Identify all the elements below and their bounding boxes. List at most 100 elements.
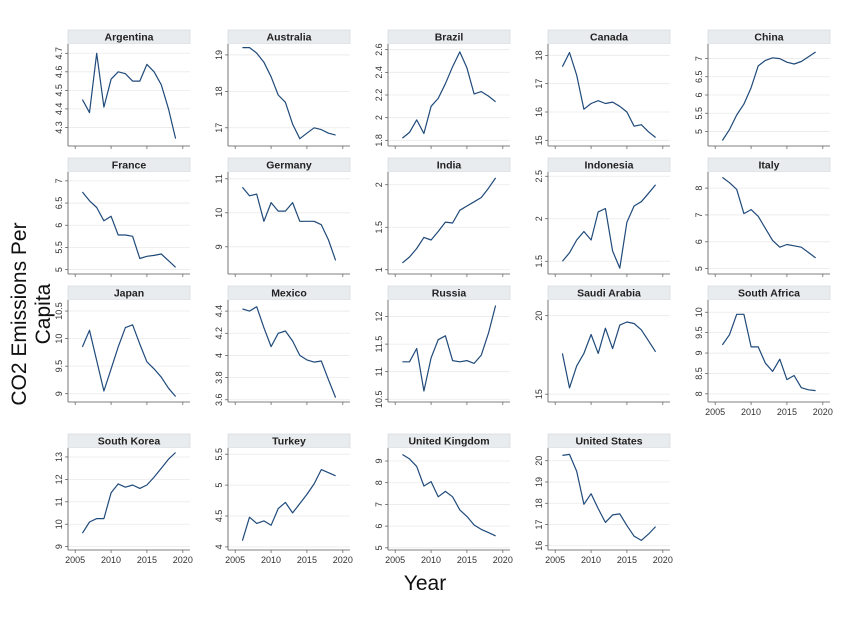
y-tick-label: 11 <box>214 174 224 183</box>
series-line-india <box>402 177 497 264</box>
x-tick-label: 2010 <box>741 407 761 417</box>
y-tick-label: 7 <box>54 178 64 183</box>
plot-area <box>228 448 350 550</box>
y-tick-label: 6 <box>54 223 64 228</box>
y-tick-label: 2 <box>374 182 384 187</box>
plot-area <box>68 300 190 402</box>
y-tick-label: 1.5 <box>534 255 544 268</box>
x-tick-label: 2005 <box>225 555 245 565</box>
plot-area <box>548 448 670 550</box>
plot-area <box>68 448 190 550</box>
y-tick-label: 15 <box>534 135 544 145</box>
x-tick-label: 2015 <box>457 555 477 565</box>
y-tick-label: 20 <box>534 311 544 321</box>
series-line-saudi-arabia <box>561 321 657 389</box>
panel-russia: Russia 10.5 11 11.5 12 <box>374 285 511 408</box>
panel-united-kingdom: United Kingdom 5 6 7 8 9 2005 2010 2015 2020 <box>374 433 513 565</box>
panel-turkey: Turkey 4 4.5 5 5.5 2005 2010 2015 2020 <box>214 433 353 565</box>
x-tick-label: 2015 <box>297 555 317 565</box>
panel-south-africa: South Africa 8 8.5 9 9.5 10 2005 2010 2015 2020 <box>694 285 833 417</box>
panel-title: France <box>112 160 147 172</box>
plot-area <box>228 44 350 146</box>
x-tick-label: 2005 <box>65 555 85 565</box>
y-tick-label: 12 <box>374 312 384 322</box>
panel-india: India 1 1.5 2 <box>374 157 511 277</box>
y-tick-label: 18 <box>214 86 224 96</box>
panel-argentina: Argentina 4.3 4.4 4.5 4.6 4.7 <box>54 29 191 149</box>
panel-title: United States <box>575 436 642 448</box>
y-tick-label: 12 <box>54 474 64 484</box>
y-tick-label: 3.8 <box>214 371 224 384</box>
y-tick-label: 3.6 <box>214 394 224 407</box>
plot-area <box>548 172 670 274</box>
panel-title: Japan <box>114 288 144 300</box>
y-tick-label: 4.6 <box>54 66 64 79</box>
y-tick-label: 7 <box>694 56 704 61</box>
series-line-united-states <box>562 453 657 542</box>
x-tick-label: 2015 <box>777 407 797 417</box>
y-tick-label: 9.5 <box>694 326 704 339</box>
y-tick-label: 11.5 <box>374 336 384 353</box>
y-tick-label: 2 <box>374 115 384 120</box>
series-line-south-korea <box>81 452 177 534</box>
series-line-france <box>81 191 177 268</box>
series-line-indonesia <box>561 184 657 269</box>
y-tick-label: 10.5 <box>54 302 64 320</box>
plot-area <box>708 172 830 274</box>
plot-area <box>228 172 350 274</box>
panel-title: Australia <box>267 32 312 44</box>
y-tick-label: 10 <box>54 334 64 344</box>
panel-italy: Italy 5 6 7 8 <box>694 157 831 277</box>
y-tick-label: 17 <box>214 123 224 133</box>
panel-title: South Korea <box>98 436 161 448</box>
y-tick-label: 7 <box>374 502 384 507</box>
panel-france: France 5 5.5 6 6.5 7 <box>54 157 191 277</box>
panel-united-states: United States 16 17 18 19 20 2005 2010 2015 2020 <box>534 433 673 565</box>
plot-area <box>68 172 190 274</box>
y-tick-label: 4.2 <box>214 327 224 340</box>
panel-title: Mexico <box>271 288 307 300</box>
x-tick-label: 2015 <box>617 555 637 565</box>
panel-title: Russia <box>432 288 467 300</box>
panel-title: Argentina <box>104 32 153 44</box>
y-tick-label: 8 <box>694 391 704 396</box>
y-tick-label: 1 <box>374 267 384 272</box>
plot-area <box>708 300 830 402</box>
y-tick-label: 8 <box>694 186 704 191</box>
y-tick-label: 18 <box>534 498 544 508</box>
series-line-turkey <box>241 469 336 541</box>
panel-title: Saudi Arabia <box>577 288 641 300</box>
y-tick-label: 9 <box>54 391 64 396</box>
x-tick-label: 2010 <box>261 555 281 565</box>
x-tick-label: 2020 <box>653 555 673 565</box>
y-tick-label: 1.5 <box>374 221 384 234</box>
y-tick-label: 5.5 <box>54 241 64 254</box>
y-tick-label: 5 <box>214 483 224 488</box>
y-tick-label: 17 <box>534 79 544 89</box>
series-line-canada <box>561 51 656 138</box>
series-line-russia <box>402 305 497 392</box>
panel-australia: Australia 17 18 19 <box>214 29 351 149</box>
y-axis-title: CO2 Emissions Per Capita <box>8 222 55 406</box>
x-axis-title: Year <box>403 572 447 595</box>
y-tick-label: 9 <box>54 544 64 549</box>
y-tick-label: 17 <box>534 519 544 529</box>
y-tick-label: 2.2 <box>374 89 384 102</box>
panel-canada: Canada 15 16 17 18 <box>534 29 671 149</box>
y-tick-label: 7 <box>694 212 704 217</box>
x-tick-label: 2010 <box>101 555 121 565</box>
y-tick-label: 4.5 <box>214 510 224 523</box>
x-tick-label: 2005 <box>545 555 565 565</box>
y-tick-label: 6 <box>374 524 384 529</box>
y-tick-label: 10 <box>214 208 224 218</box>
panel-title: Canada <box>590 32 628 44</box>
y-tick-label: 16 <box>534 541 544 551</box>
y-tick-label: 6 <box>694 92 704 97</box>
x-tick-label: 2020 <box>493 555 513 565</box>
y-tick-label: 1.8 <box>374 134 384 147</box>
y-tick-label: 2.4 <box>374 66 384 79</box>
series-line-italy <box>722 176 816 259</box>
panel-mexico: Mexico 3.6 3.8 4 4.2 4.4 <box>214 285 351 407</box>
series-line-south-africa <box>721 313 816 392</box>
